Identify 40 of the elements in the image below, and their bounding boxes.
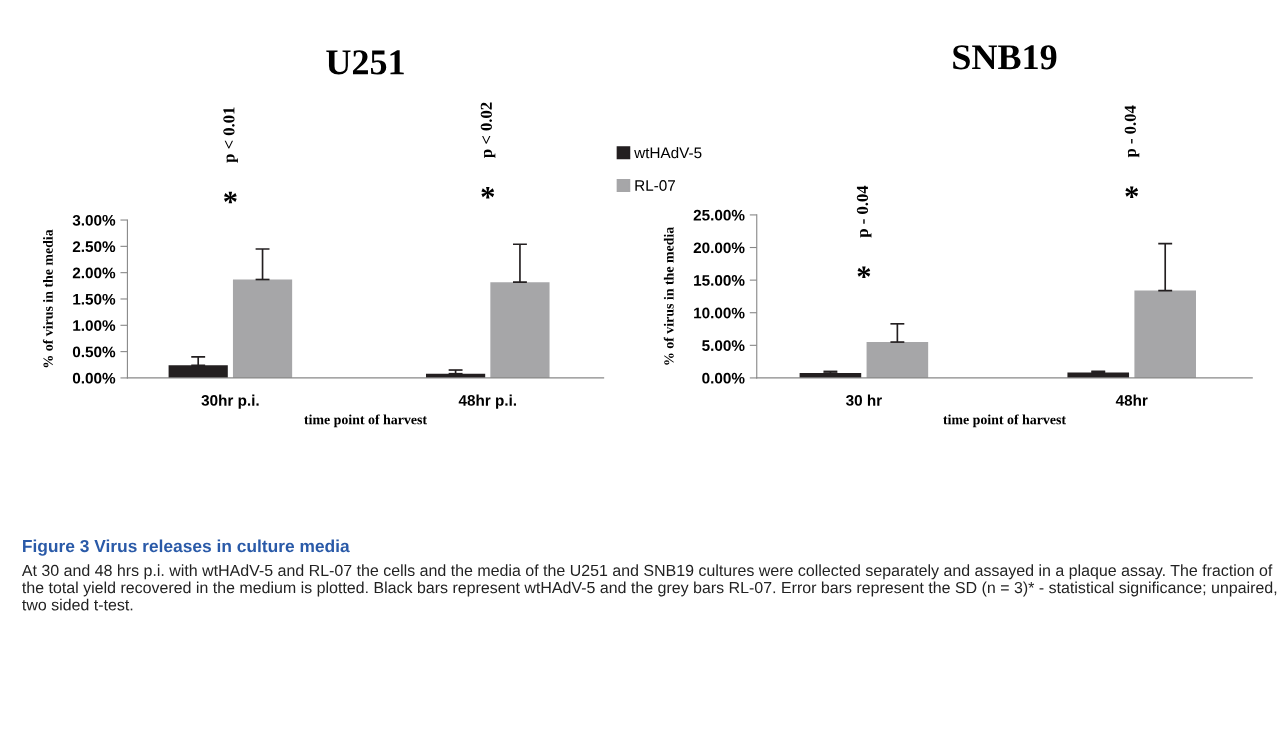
y-tick-label: 10.00%	[694, 307, 745, 319]
text: *	[1125, 186, 1139, 198]
text: p < 0.02	[480, 102, 496, 158]
text: p < 0.01	[223, 107, 238, 163]
text: *	[481, 187, 495, 199]
bar	[490, 282, 550, 378]
text: At 30 and 48 hrs p.i. with wtHAdV-5 and RL-07 the cells and the media of the U251 and SNB19 cultures were collected separately and assayed in a plaque assay. The fraction of the total yield recovered in the medium is plotted. Black bars represent wtHAdV-5 and the grey bars RL-07. Error bars represent the SD (n = 3)* - statistical significance; unpaired, two sided t-test.	[21, 564, 1277, 611]
bar	[168, 365, 228, 378]
x-tick-label: 30hr p.i.	[201, 394, 259, 409]
x-tick-label: 30 hr	[845, 394, 882, 406]
text: p - 0.04	[1124, 105, 1140, 158]
bar	[1134, 290, 1197, 378]
bar	[866, 342, 929, 378]
y-axis-title: % of virus in the media	[42, 229, 53, 368]
y-tick-label: 15.00%	[694, 274, 745, 286]
legend-label: RL-07	[635, 180, 675, 191]
y-tick-label: 2.00%	[72, 267, 116, 279]
y-tick-label: 25.00%	[693, 209, 745, 221]
y-tick-label: 3.00%	[72, 214, 116, 226]
y-tick-label: 0.00%	[702, 372, 745, 384]
y-tick-label: 20.00%	[693, 242, 745, 254]
bar	[232, 279, 293, 378]
text: *	[224, 191, 237, 204]
y-tick-label: 1.00%	[73, 320, 116, 331]
annotation: *	[857, 266, 871, 279]
legend-label: wtHAdV-5	[634, 147, 702, 159]
chart-title: SNB19	[953, 45, 1057, 70]
y-tick-label: 5.00%	[702, 340, 745, 352]
y-tick-label: 0.50%	[72, 346, 116, 358]
y-tick-label: 2.50%	[72, 241, 116, 253]
y-axis-title: % of virus in the media	[663, 226, 674, 365]
annotation: p - 0.04	[856, 185, 872, 238]
y-tick-label: 1.50%	[73, 293, 116, 305]
x-tick-label: 48hr	[1115, 394, 1148, 406]
chart-title: U251	[326, 50, 404, 75]
x-axis-title: time point of harvest	[304, 414, 427, 428]
x-axis-title: time point of harvest	[943, 414, 1066, 428]
x-tick-label: 48hr p.i.	[458, 394, 517, 409]
caption: Figure 3 Virus releases in culture media	[23, 539, 350, 556]
y-tick-label: 0.00%	[72, 372, 116, 384]
